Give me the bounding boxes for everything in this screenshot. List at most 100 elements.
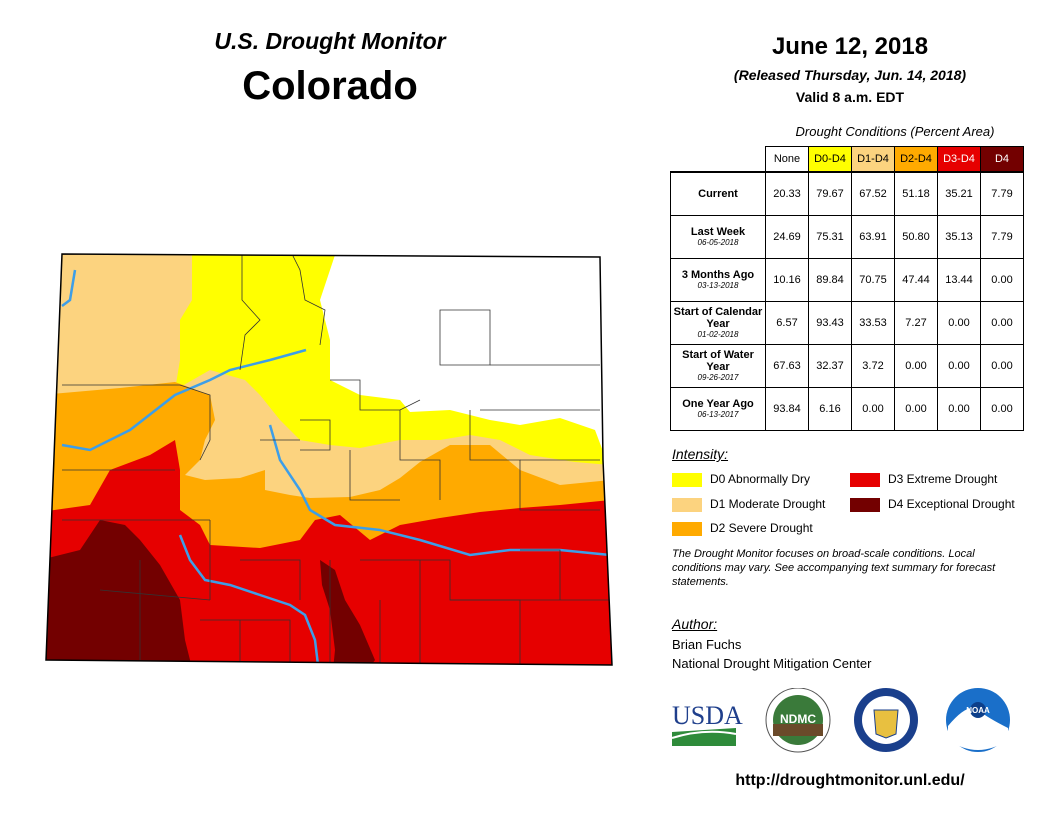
table-cell: 32.37 (808, 344, 852, 388)
table-cell: 35.21 (937, 171, 981, 216)
table-cell: 67.52 (851, 171, 895, 216)
table-cell: 0.00 (851, 387, 895, 431)
table-cell: 0.00 (937, 387, 981, 431)
noaa-logo: NOAA (946, 688, 1010, 752)
usda-logo-text: USDA (672, 701, 743, 730)
table-cell: 35.13 (937, 215, 981, 259)
col-header-d0-d4: D0-D4 (808, 146, 852, 173)
col-header-d1-d4: D1-D4 (851, 146, 895, 173)
agency-logos: USDA NDMC NOAA (671, 688, 1010, 753)
table-cell: 7.27 (894, 301, 938, 345)
disclaimer-note: The Drought Monitor focuses on broad-sca… (672, 548, 996, 588)
valid-time: Valid 8 a.m. EDT (795, 89, 905, 105)
header-blank (670, 146, 766, 173)
table-row: One Year Ago 06-13-2017 93.84 6.16 0.00 0.00 0… (670, 387, 1024, 431)
state-title: Colorado (242, 64, 418, 108)
table-cell: 7.79 (980, 171, 1024, 216)
row-label-text: 3 Months Ago (681, 269, 755, 281)
table-cell: 24.69 (765, 215, 809, 259)
table-cell: 89.84 (808, 258, 852, 302)
table-cell: 63.91 (851, 215, 895, 259)
area-d4-west (46, 520, 200, 665)
noaa-logo-text: NOAA (966, 706, 990, 715)
table-cell: 0.00 (937, 301, 981, 345)
row-label: Start of Calendar Year 01-02-2018 (670, 301, 766, 345)
row-label-text: One Year Ago (682, 398, 754, 410)
legend-swatch-d3 (850, 472, 880, 487)
table-cell: 33.53 (851, 301, 895, 345)
legend-swatch-d0 (672, 472, 702, 487)
col-header-d3-d4: D3-D4 (937, 146, 981, 173)
row-label: 3 Months Ago 03-13-2018 (670, 258, 766, 302)
table-cell: 0.00 (894, 344, 938, 388)
table-cell: 3.72 (851, 344, 895, 388)
legend-item-d0: D0 Abnormally Dry (672, 471, 810, 487)
monitor-title: U.S. Drought Monitor (214, 28, 446, 54)
table-row: Current 20.33 79.67 67.52 51.18 35.21 7.79 (670, 171, 1024, 216)
row-date: 09-26-2017 (697, 373, 739, 382)
table-header-row: None D0-D4 D1-D4 D2-D4 D3-D4 D4 (670, 146, 1024, 173)
row-label-text: Start of Calendar Year (673, 306, 763, 330)
table-cell: 0.00 (937, 344, 981, 388)
table-cell: 0.00 (980, 387, 1024, 431)
table-cell: 0.00 (894, 387, 938, 431)
row-label-text: Last Week (690, 226, 746, 238)
table-row: Start of Water Year 09-26-2017 67.63 32.37 3… (670, 344, 1024, 388)
commerce-seal-logo (854, 688, 918, 752)
table-cell: 10.16 (765, 258, 809, 302)
legend-item-d1: D1 Moderate Drought (672, 496, 825, 512)
table-cell: 20.33 (765, 171, 809, 216)
table-cell: 0.00 (980, 301, 1024, 345)
author-org: National Drought Mitigation Center (672, 656, 872, 671)
legend-label-d0: D0 Abnormally Dry (710, 472, 811, 486)
drought-map (45, 253, 613, 666)
table-cell: 6.16 (808, 387, 852, 431)
row-label: Last Week 06-05-2018 (670, 215, 766, 259)
table-cell: 7.79 (980, 215, 1024, 259)
col-header-d2-d4: D2-D4 (894, 146, 938, 173)
table-cell: 67.63 (765, 344, 809, 388)
row-label: Current (670, 171, 766, 216)
usda-logo: USDA (671, 701, 743, 746)
row-date: 06-05-2018 (697, 238, 739, 247)
legend-swatch-d2 (672, 521, 702, 536)
table-cell: 70.75 (851, 258, 895, 302)
legend-label-d2: D2 Severe Drought (710, 521, 813, 535)
drought-conditions-table: None D0-D4 D1-D4 D2-D4 D3-D4 D4 Current 2… (670, 146, 1024, 431)
table-cell: 79.67 (808, 171, 852, 216)
row-label: One Year Ago 06-13-2017 (670, 387, 766, 431)
col-header-d4: D4 (980, 146, 1024, 173)
legend-label-d3: D3 Extreme Drought (888, 472, 998, 486)
col-header-none: None (765, 146, 809, 173)
drought-areas (46, 254, 612, 665)
table-cell: 6.57 (765, 301, 809, 345)
legend-title: Intensity: (672, 446, 729, 462)
table-cell: 51.18 (894, 171, 938, 216)
release-date: (Released Thursday, Jun. 14, 2018) (733, 67, 967, 83)
legend-swatch-d1 (672, 497, 702, 512)
table-row: Start of Calendar Year 01-02-2018 6.57 93.4… (670, 301, 1024, 345)
state-border (45, 253, 613, 666)
table-row: Last Week 06-05-2018 24.69 75.31 63.91 50.80 3… (670, 215, 1024, 259)
row-label: Start of Water Year 09-26-2017 (670, 344, 766, 388)
table-cell: 47.44 (894, 258, 938, 302)
row-label-text: Current (698, 188, 738, 200)
area-d4-south (320, 560, 375, 665)
author-name: Brian Fuchs (672, 637, 742, 652)
legend-label-d4: D4 Exceptional Drought (888, 497, 1015, 511)
row-date: 01-02-2018 (697, 330, 739, 339)
ndmc-logo-text: NDMC (780, 712, 816, 726)
county-lines (62, 254, 610, 665)
table-row: 3 Months Ago 03-13-2018 10.16 89.84 70.75 47.… (670, 258, 1024, 302)
row-label-text: Start of Water Year (682, 349, 754, 373)
row-date: 03-13-2018 (697, 281, 739, 290)
table-caption: Drought Conditions (Percent Area) (795, 124, 995, 139)
legend-label-d1: D1 Moderate Drought (710, 497, 826, 511)
table-cell: 75.31 (808, 215, 852, 259)
legend-item-d3: D3 Extreme Drought (850, 471, 997, 487)
row-date: 06-13-2017 (697, 410, 739, 419)
table-cell: 93.84 (765, 387, 809, 431)
table-cell: 93.43 (808, 301, 852, 345)
monitor-url[interactable]: http://droughtmonitor.unl.edu/ (735, 772, 965, 789)
table-cell: 50.80 (894, 215, 938, 259)
